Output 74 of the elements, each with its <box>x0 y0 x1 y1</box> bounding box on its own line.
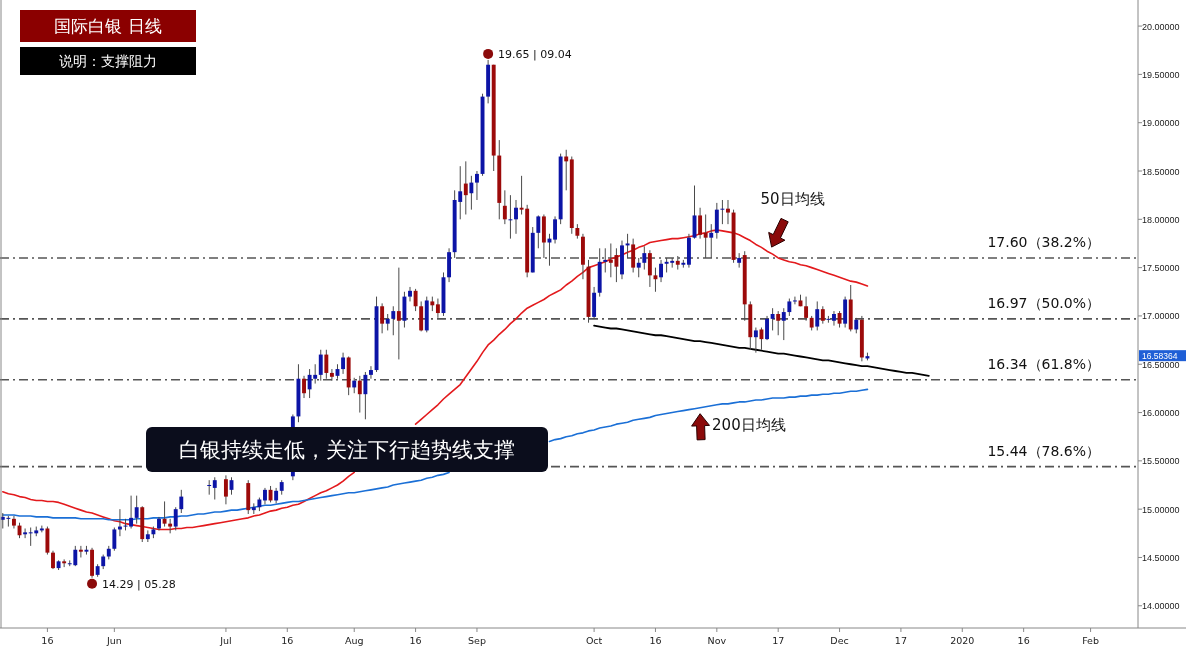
candlestick <box>413 288 418 312</box>
candlestick <box>553 215 558 244</box>
candlestick <box>508 194 513 240</box>
series-label: 200日均线 <box>712 415 786 434</box>
y-tick-label: 18.00000 <box>1142 214 1180 225</box>
text: 说明：支撑阻力 <box>59 53 157 69</box>
x-tick-label: 16 <box>1017 635 1030 646</box>
text: 16.58364 <box>1142 351 1178 362</box>
candlestick <box>341 352 346 375</box>
x-tick-label: 16 <box>649 635 662 646</box>
text: 国际白银 日线 <box>54 16 162 36</box>
y-tick-label: 14.50000 <box>1142 552 1180 563</box>
candlestick <box>514 199 518 235</box>
candlestick <box>469 175 474 211</box>
candlestick <box>179 489 184 514</box>
text: 50日均线 <box>760 190 825 209</box>
x-tick-label: Jun <box>105 635 122 646</box>
candlestick <box>792 296 797 305</box>
y-tick-label: 18.50000 <box>1142 166 1180 177</box>
y-tick-label: 15.00000 <box>1142 504 1180 515</box>
candlestick <box>207 479 212 496</box>
x-tick-label: Jul <box>219 635 232 646</box>
candlestick <box>51 550 55 570</box>
candlestick <box>168 518 173 534</box>
candlestick <box>23 527 28 539</box>
y-tick-label: 16.50000 <box>1142 359 1180 370</box>
annotation: 白银持续走低，关注下行趋势线支撑 <box>179 438 515 462</box>
candlestick <box>408 286 412 302</box>
candlestick <box>502 189 507 225</box>
x-tick-label: Nov <box>707 635 727 646</box>
x-tick-label: Aug <box>344 635 364 646</box>
x-tick-label: Sep <box>468 635 486 646</box>
candlestick <box>475 170 479 201</box>
candlestick <box>698 207 703 240</box>
candlestick <box>173 506 178 531</box>
candlestick <box>369 365 373 380</box>
y-tick-label: 19.00000 <box>1142 118 1180 129</box>
candlestick <box>78 545 83 558</box>
x-tick-label: 17 <box>772 635 785 646</box>
y-tick-label: 17.00000 <box>1142 311 1180 322</box>
candlestick <box>753 327 758 354</box>
candlestick <box>463 160 468 215</box>
x-tick-label: 16 <box>41 635 54 646</box>
annotation: 19.65 | 09.04 <box>498 47 572 61</box>
y-tick-label: 14.00000 <box>1142 601 1180 612</box>
candlestick <box>726 199 730 225</box>
y-tick-label: 20.00000 <box>1142 21 1180 32</box>
annotation: 14.29 | 05.28 <box>102 577 176 591</box>
x-tick-label: 16 <box>409 635 422 646</box>
x-tick-label: Feb <box>1082 635 1099 646</box>
x-tick-label: 17 <box>894 635 907 646</box>
ref-line-label: 15.44（78.6%） <box>987 442 1100 459</box>
candlestick <box>162 500 167 528</box>
candlestick <box>720 199 725 225</box>
candlestick <box>223 474 228 505</box>
x-tick-label: 16 <box>281 635 294 646</box>
candlestick <box>6 515 11 528</box>
candlestick <box>134 495 139 525</box>
line-series <box>593 324 930 377</box>
x-tick-label: Dec <box>830 635 849 646</box>
candlestick <box>536 214 541 249</box>
candlestick <box>212 476 217 500</box>
y-tick-label: 16.00000 <box>1142 408 1180 419</box>
y-tick-label: 15.50000 <box>1142 456 1180 467</box>
y-tick-label: 17.50000 <box>1142 263 1180 274</box>
x-tick-label: Oct <box>585 635 603 646</box>
candlestick <box>714 202 719 240</box>
candlestick <box>112 527 117 552</box>
ref-line-label: 17.60（38.2%） <box>987 233 1100 250</box>
y-tick-label: 19.50000 <box>1142 69 1180 80</box>
ref-line-label: 16.97（50.0%） <box>987 294 1100 311</box>
x-tick-label: 2020 <box>950 635 975 646</box>
ref-line-label: 16.34（61.8%） <box>987 355 1100 372</box>
candlestick <box>129 495 134 529</box>
